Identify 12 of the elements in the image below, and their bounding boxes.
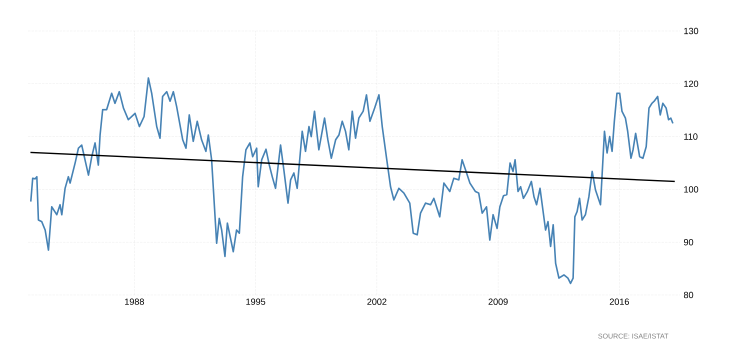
x-tick-label: 1995 (246, 298, 266, 305)
x-tick-label: 2002 (367, 298, 386, 305)
x-tick-label: 2016 (610, 298, 629, 305)
x-tick-label: 2009 (488, 298, 508, 305)
y-tick-label: 110 (684, 133, 698, 140)
y-tick-label: 130 (684, 28, 698, 34)
line-series (30, 77, 674, 284)
x-tick-label: 1988 (125, 298, 144, 305)
y-tick-label: 90 (684, 238, 694, 246)
y-tick-label: 80 (684, 292, 694, 298)
y-tick-label: 100 (684, 186, 698, 193)
y-tick-label: 120 (684, 80, 698, 87)
